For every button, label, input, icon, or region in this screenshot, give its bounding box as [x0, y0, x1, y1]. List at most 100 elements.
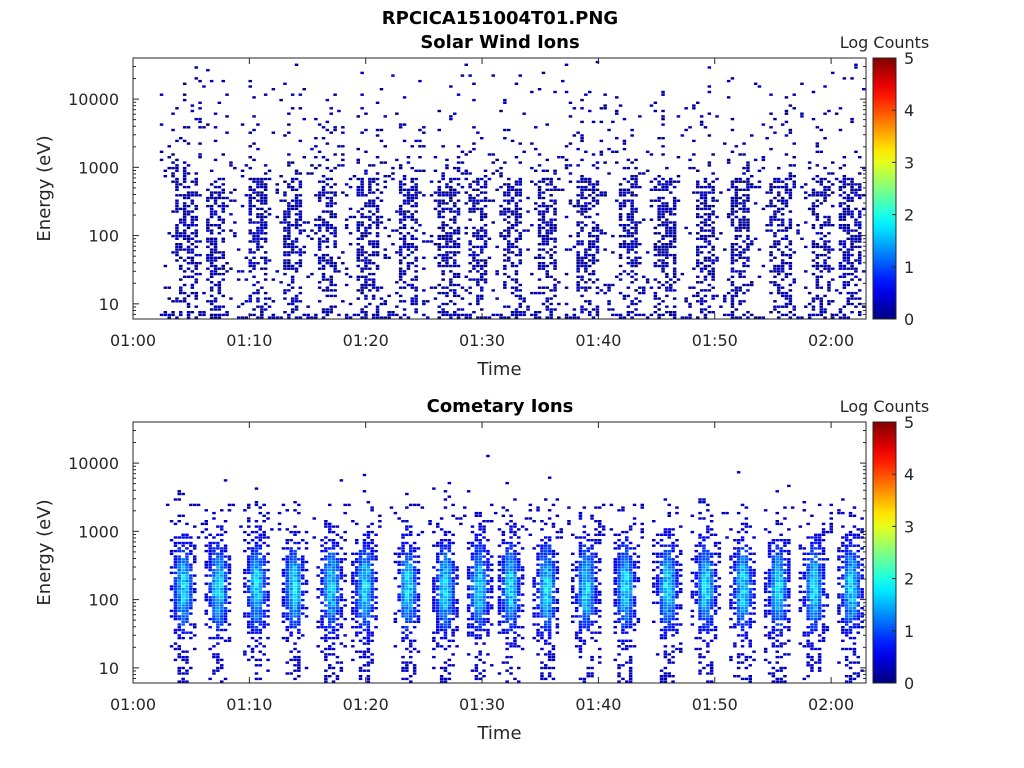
- heatmap-cell: [464, 313, 468, 317]
- heatmap-cell: [212, 577, 216, 580]
- heatmap-cell: [355, 620, 359, 623]
- heatmap-cell: [584, 300, 588, 303]
- heatmap-cell: [742, 180, 746, 183]
- heatmap-cell: [657, 213, 661, 216]
- heatmap-cell: [723, 248, 727, 251]
- heatmap-cell: [262, 620, 266, 623]
- heatmap-cell: [784, 109, 789, 113]
- heatmap-cell: [198, 194, 202, 197]
- heatmap-cell: [858, 172, 862, 175]
- heatmap-cell: [356, 278, 360, 281]
- heatmap-cell: [213, 210, 218, 213]
- heatmap-cell: [287, 123, 291, 126]
- heatmap-cell: [341, 164, 345, 167]
- colorbar-gradient: [872, 57, 897, 320]
- heatmap-cell: [223, 620, 228, 623]
- heatmap-cell: [317, 245, 322, 249]
- heatmap-cell: [453, 112, 457, 115]
- heatmap-cell: [364, 128, 368, 132]
- heatmap-cell: [784, 302, 789, 306]
- heatmap-cell: [198, 156, 202, 159]
- heatmap-cell: [730, 128, 735, 132]
- heatmap-cell: [247, 517, 251, 520]
- heatmap-cell: [252, 204, 256, 208]
- heatmap-cell: [397, 596, 401, 599]
- heatmap-cell: [329, 196, 333, 200]
- heatmap-cell: [472, 207, 476, 211]
- heatmap-cell: [221, 207, 225, 211]
- heatmap-cell: [356, 147, 360, 151]
- heatmap-cell: [476, 232, 480, 235]
- heatmap-cell: [657, 210, 661, 213]
- heatmap-cell: [483, 259, 488, 262]
- heatmap-cell: [317, 226, 322, 230]
- heatmap-cell: [723, 297, 727, 300]
- heatmap-cell: [850, 196, 854, 200]
- heatmap-cell: [181, 514, 185, 517]
- heatmap-cell: [391, 313, 395, 317]
- heatmap-cell: [537, 185, 542, 189]
- heatmap-cell: [209, 232, 214, 235]
- heatmap-cell: [453, 210, 457, 213]
- heatmap-cell: [410, 286, 414, 289]
- heatmap-cell: [321, 188, 326, 191]
- heatmap-cell: [630, 204, 634, 208]
- heatmap-cell: [378, 514, 382, 517]
- heatmap-cell: [773, 131, 777, 134]
- heatmap-cell: [649, 199, 654, 202]
- heatmap-cell: [271, 313, 276, 317]
- heatmap-cell: [699, 251, 704, 254]
- heatmap-cell: [260, 194, 264, 197]
- heatmap-cell: [283, 264, 287, 268]
- heatmap-cell: [680, 316, 685, 319]
- heatmap-cell: [260, 221, 264, 224]
- heatmap-cell: [262, 601, 266, 604]
- heatmap-cell: [653, 243, 658, 246]
- heatmap-cell: [537, 243, 542, 246]
- heatmap-cell: [216, 593, 220, 596]
- heatmap-cell: [823, 177, 827, 181]
- heatmap-cell: [212, 601, 216, 604]
- heatmap-cell: [256, 199, 260, 202]
- heatmap-cell: [653, 297, 658, 300]
- heatmap-cell: [220, 658, 224, 662]
- heatmap-cell: [568, 164, 573, 167]
- heatmap-cell: [362, 615, 367, 618]
- heatmap-cell: [216, 658, 220, 662]
- heatmap-cell: [331, 601, 336, 604]
- heatmap-cell: [335, 541, 340, 545]
- heatmap-cell: [375, 316, 380, 319]
- heatmap-cell: [823, 194, 827, 197]
- heatmap-cell: [591, 199, 596, 202]
- heatmap-cell: [289, 672, 293, 675]
- heatmap-cell: [262, 503, 266, 507]
- heatmap-cell: [198, 253, 202, 257]
- heatmap-cell: [358, 612, 363, 615]
- heatmap-cell: [293, 582, 297, 585]
- heatmap-cell: [510, 188, 515, 191]
- heatmap-cell: [223, 677, 228, 681]
- heatmap-cell: [289, 582, 293, 585]
- heatmap-cell: [507, 305, 511, 308]
- heatmap-cell: [449, 188, 453, 191]
- heatmap-cell: [476, 264, 480, 268]
- heatmap-cell: [514, 218, 519, 221]
- heatmap-cell: [217, 313, 222, 317]
- heatmap-cell: [815, 278, 820, 281]
- heatmap-cell: [360, 194, 364, 197]
- heatmap-cell: [221, 253, 225, 257]
- heatmap-cell: [177, 669, 181, 672]
- heatmap-cell: [208, 568, 212, 572]
- heatmap-cell: [173, 560, 178, 564]
- heatmap-cell: [742, 275, 746, 278]
- heatmap-cell: [217, 291, 222, 295]
- heatmap-cell: [854, 234, 858, 238]
- heatmap-cell: [441, 194, 445, 197]
- heatmap-cell: [302, 229, 306, 232]
- heatmap-cell: [788, 191, 793, 194]
- heatmap-cell: [510, 243, 515, 246]
- heatmap-cell: [850, 213, 854, 216]
- heatmap-cell: [358, 555, 363, 558]
- heatmap-cell: [248, 177, 252, 181]
- heatmap-cell: [331, 547, 336, 550]
